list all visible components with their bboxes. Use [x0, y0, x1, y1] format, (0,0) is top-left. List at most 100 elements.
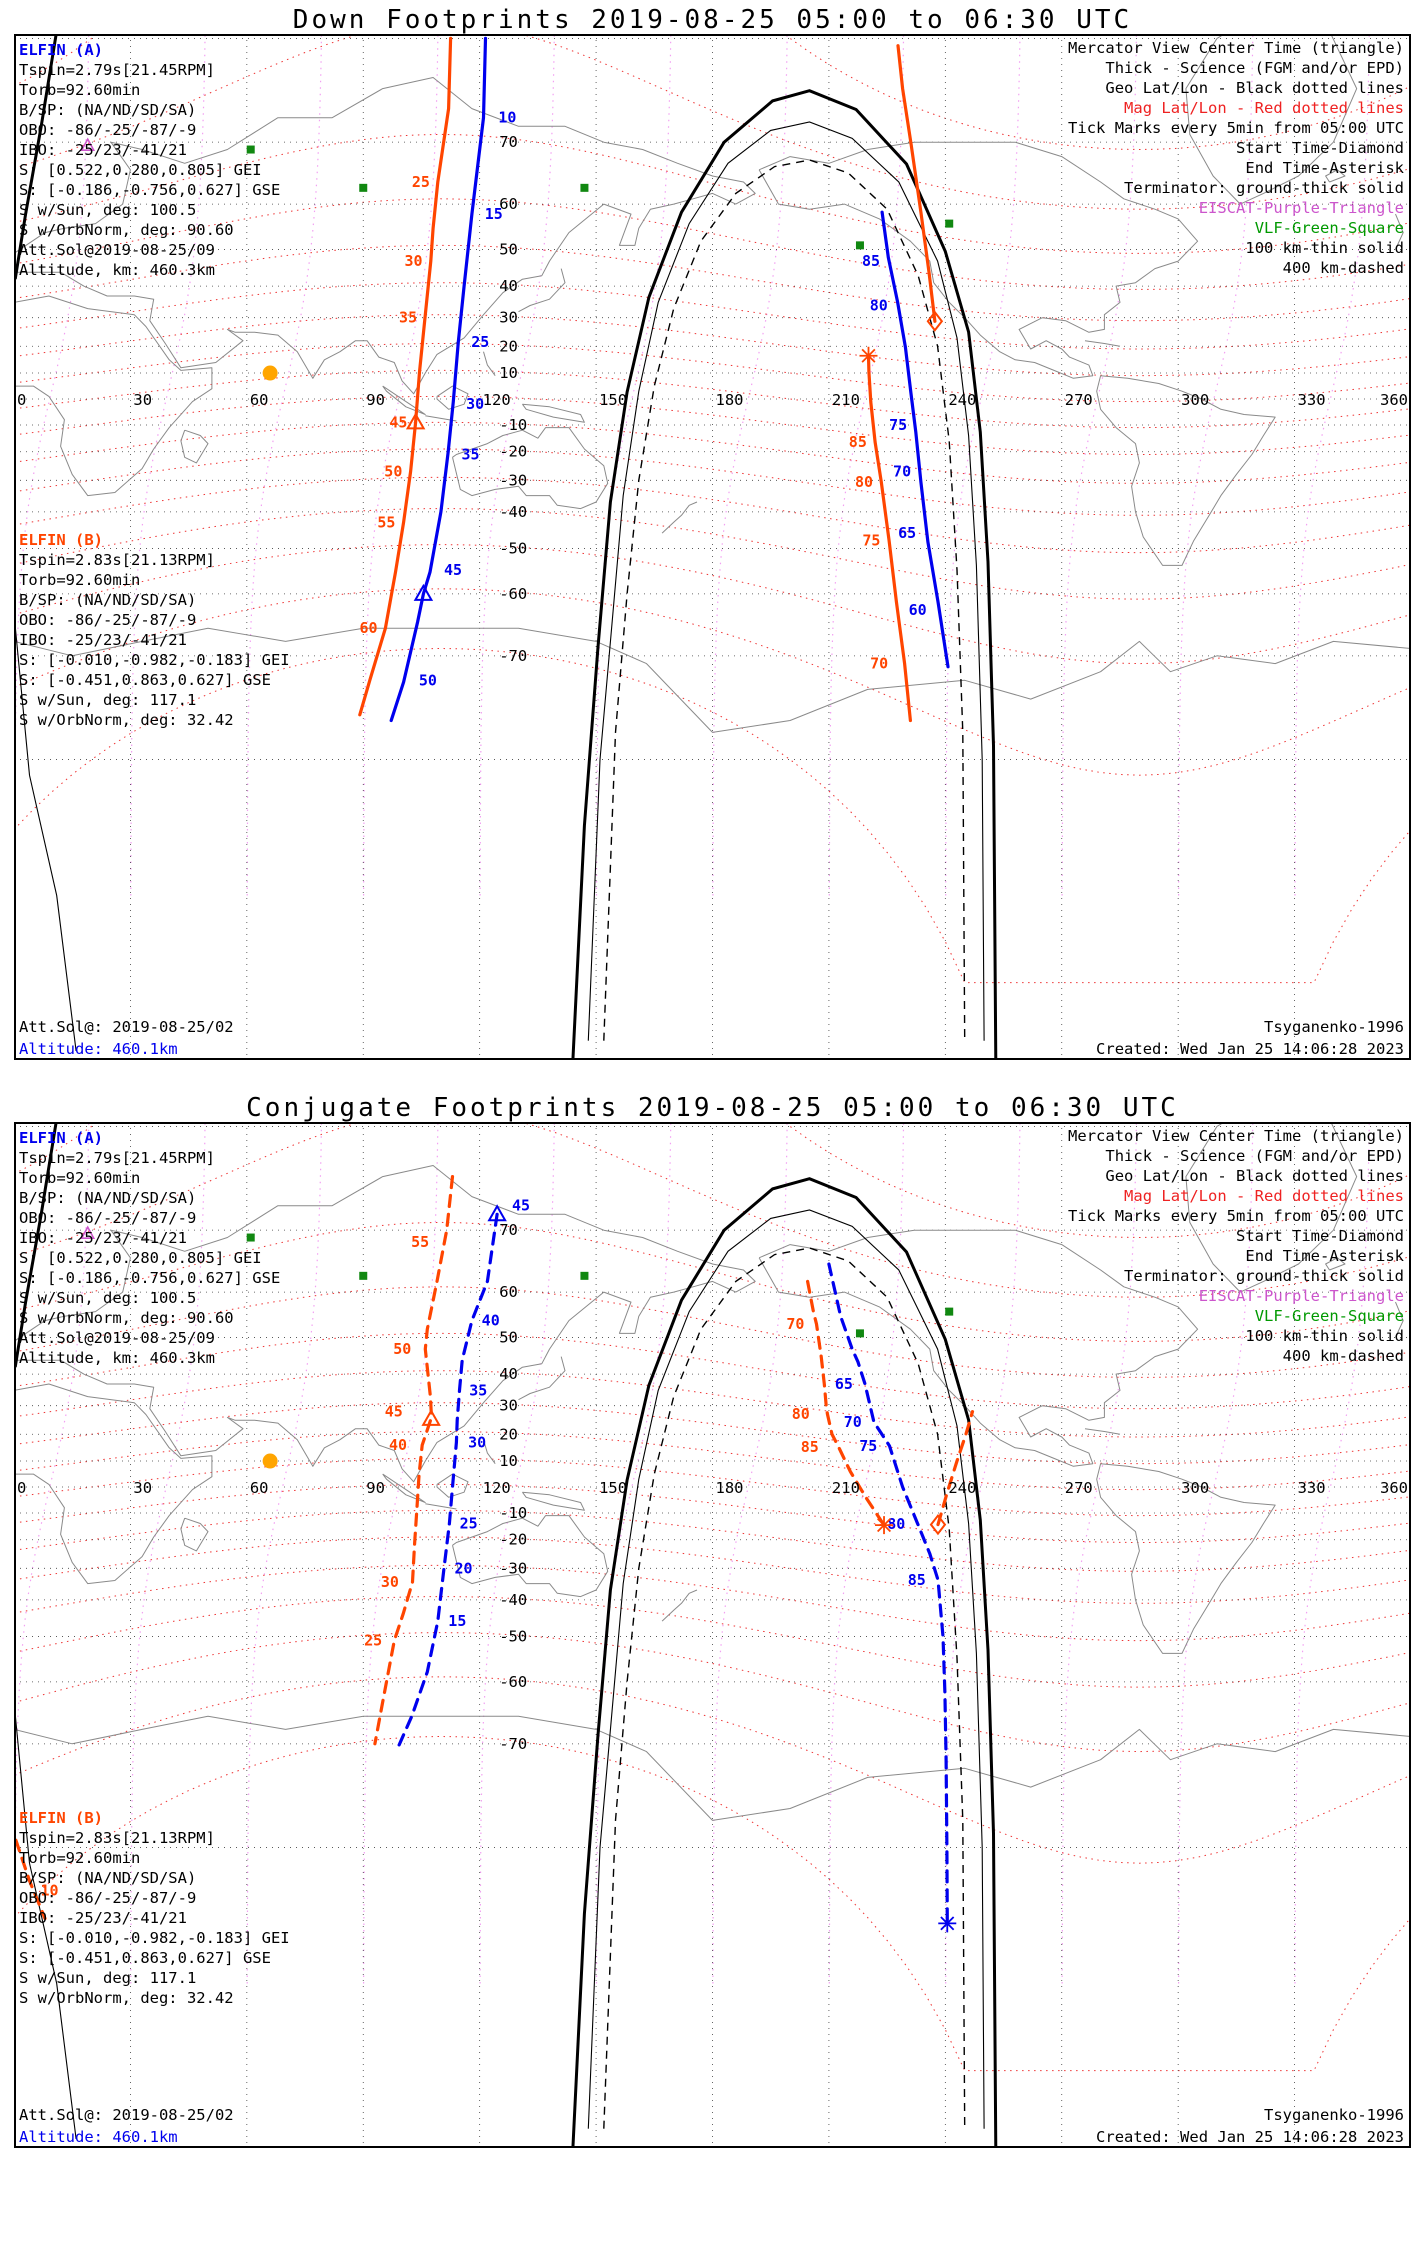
lat-tick-label: -50 [499, 1628, 527, 1646]
text-line: Altitude, km: 460.3km [19, 1349, 215, 1367]
lon-tick-label: 360 [1380, 1479, 1408, 1497]
geo-graticule [14, 1122, 1411, 2148]
lat-tick-label: -30 [499, 1559, 527, 1577]
text-line: S: [0.522,0.280,0.805] GEI [19, 1249, 262, 1267]
tick-minute-label: 25 [471, 333, 489, 351]
lon-tick-label: 30 [133, 1479, 152, 1497]
elfin-b-attitude-note: Att.Sol@: 2019-08-25/02 Altitude: 460.1km [19, 2104, 234, 2148]
lon-tick-label: 210 [832, 391, 860, 409]
end-asterisk-marker [875, 1516, 894, 1535]
lon-tick-label: 150 [599, 391, 627, 409]
tick-minute-label: 25 [364, 1632, 382, 1650]
text-line: EISCAT-Purple-Triangle [1198, 1287, 1404, 1305]
text-line: Att.Sol@: 2019-08-25/02 [19, 2106, 234, 2124]
tick-minute-label: 75 [862, 532, 880, 550]
vlf-square-marker [945, 219, 954, 228]
terminator-100km [587, 1209, 985, 2129]
tick-minute-label: 15 [448, 1612, 466, 1630]
text-line: B/SP: (NA/ND/SD/SA) [19, 101, 197, 119]
lon-tick-label: 330 [1298, 1479, 1326, 1497]
panel-title-conjugate: Conjugate Footprints 2019-08-25 05:00 to… [246, 1093, 1179, 1123]
tick-minute-label: 80 [887, 1515, 905, 1533]
start-diamond-marker [926, 310, 944, 332]
elfin-b-header: ELFIN (B) [19, 531, 103, 549]
text-line: Torb=92.60min [19, 81, 141, 99]
site-orange-dot [262, 365, 278, 381]
tick-minute-label: 55 [411, 1233, 429, 1251]
lon-tick-label: 60 [250, 1479, 269, 1497]
vlf-square-marker [580, 1271, 589, 1280]
tick-minute-label: 85 [801, 1438, 819, 1456]
lat-tick-label: 40 [499, 1365, 518, 1383]
lat-tick-label: 60 [499, 1283, 518, 1301]
text-line: S w/OrbNorm, deg: 32.42 [19, 1989, 234, 2007]
text-line: Altitude: 460.1km [19, 2128, 178, 2146]
model-credit: Tsyganenko-1996 [1264, 1018, 1404, 1036]
text-line: S w/Sun, deg: 117.1 [19, 691, 197, 709]
end-asterisk-marker [859, 346, 878, 365]
vlf-square-marker [246, 145, 255, 154]
tick-minute-label: 50 [419, 671, 437, 689]
lon-tick-label: 60 [250, 391, 269, 409]
text-line: S: [0.522,0.280,0.805] GEI [19, 161, 262, 179]
lat-tick-label: -60 [499, 1673, 527, 1691]
terminator [14, 1122, 998, 2148]
text-line: Mag Lat/Lon - Red dotted lines [1124, 1187, 1404, 1205]
lat-tick-label: -30 [499, 471, 527, 489]
text-line: IBO: -25/23/-41/21 [19, 1229, 187, 1247]
lon-tick-label: 150 [599, 1479, 627, 1497]
created-timestamp: Created: Wed Jan 25 14:06:28 2023 [1096, 2128, 1404, 2146]
tick-minute-label: 80 [792, 1405, 810, 1423]
tick-minute-label: 85 [849, 433, 867, 451]
tick-minute-label: 35 [399, 309, 417, 327]
lat-tick-label: 10 [499, 364, 518, 382]
text-line: B/SP: (NA/ND/SD/SA) [19, 1189, 197, 1207]
text-line: Start Time-Diamond [1236, 1227, 1404, 1245]
tick-minute-label: 60 [359, 619, 377, 637]
lon-tick-label: 330 [1298, 391, 1326, 409]
terminator-100km [587, 121, 985, 1041]
lon-tick-label: 120 [483, 1479, 511, 1497]
text-line: S w/OrbNorm, deg: 90.60 [19, 1309, 234, 1327]
tick-minute-label: 65 [898, 524, 916, 542]
plot-border [14, 34, 1411, 1060]
tick-minute-label: 25 [460, 1515, 478, 1533]
start-diamond-marker [929, 1513, 947, 1536]
text-line: Start Time-Diamond [1236, 139, 1404, 157]
lat-tick-label: 50 [499, 240, 518, 258]
text-line: Thick - Science (FGM and/or EPD) [1105, 1147, 1404, 1165]
axis-labels: 0 30 60 90 120 150 180 210 240 270 300 330 360 70 60 50… [17, 133, 1408, 665]
text-line: Altitude, km: 460.3km [19, 261, 215, 279]
text-line: VLF-Green-Square [1254, 1307, 1404, 1325]
tick-minute-label: 70 [844, 1413, 862, 1431]
tick-minute-label: 25 [412, 173, 430, 191]
center-time-triangle-marker [487, 1204, 507, 1222]
lon-tick-label: 120 [483, 391, 511, 409]
lat-tick-label: 60 [499, 195, 518, 213]
lon-tick-label: 0 [17, 391, 26, 409]
text-line: Tspin=2.83s[21.13RPM] [19, 551, 215, 569]
text-line: IBO: -25/23/-41/21 [19, 1909, 187, 1927]
elfin-a-header: ELFIN (A) [19, 41, 103, 59]
created-timestamp: Created: Wed Jan 25 14:06:28 2023 [1096, 1040, 1404, 1058]
text-line: VLF-Green-Square [1254, 219, 1404, 237]
lat-tick-label: 10 [499, 1452, 518, 1470]
text-line: Torb=92.60min [19, 571, 141, 589]
text-line: Geo Lat/Lon - Black dotted lines [1105, 1167, 1404, 1185]
model-credit: Tsyganenko-1996 [1264, 2106, 1404, 2124]
text-line: B/SP: (NA/ND/SD/SA) [19, 591, 197, 609]
lat-tick-label: -40 [499, 503, 527, 521]
text-line: OBO: -86/-25/-87/-9 [19, 121, 197, 139]
tick-minute-label: 45 [444, 561, 462, 579]
tick-minute-label: 70 [786, 1315, 804, 1333]
lat-tick-label: -70 [499, 647, 527, 665]
tick-minute-label: 50 [393, 1340, 411, 1358]
lat-tick-label: -50 [499, 540, 527, 558]
text-line: S: [-0.186,-0.756,0.627] GSE [19, 1269, 281, 1287]
tick-minute-label: 70 [893, 462, 911, 480]
lat-tick-label: -20 [499, 443, 527, 461]
tick-minute-label: 50 [384, 462, 402, 480]
eiscat-triangle-marker [80, 1225, 96, 1239]
text-line: Mercator View Center Time (triangle) [1068, 39, 1404, 57]
